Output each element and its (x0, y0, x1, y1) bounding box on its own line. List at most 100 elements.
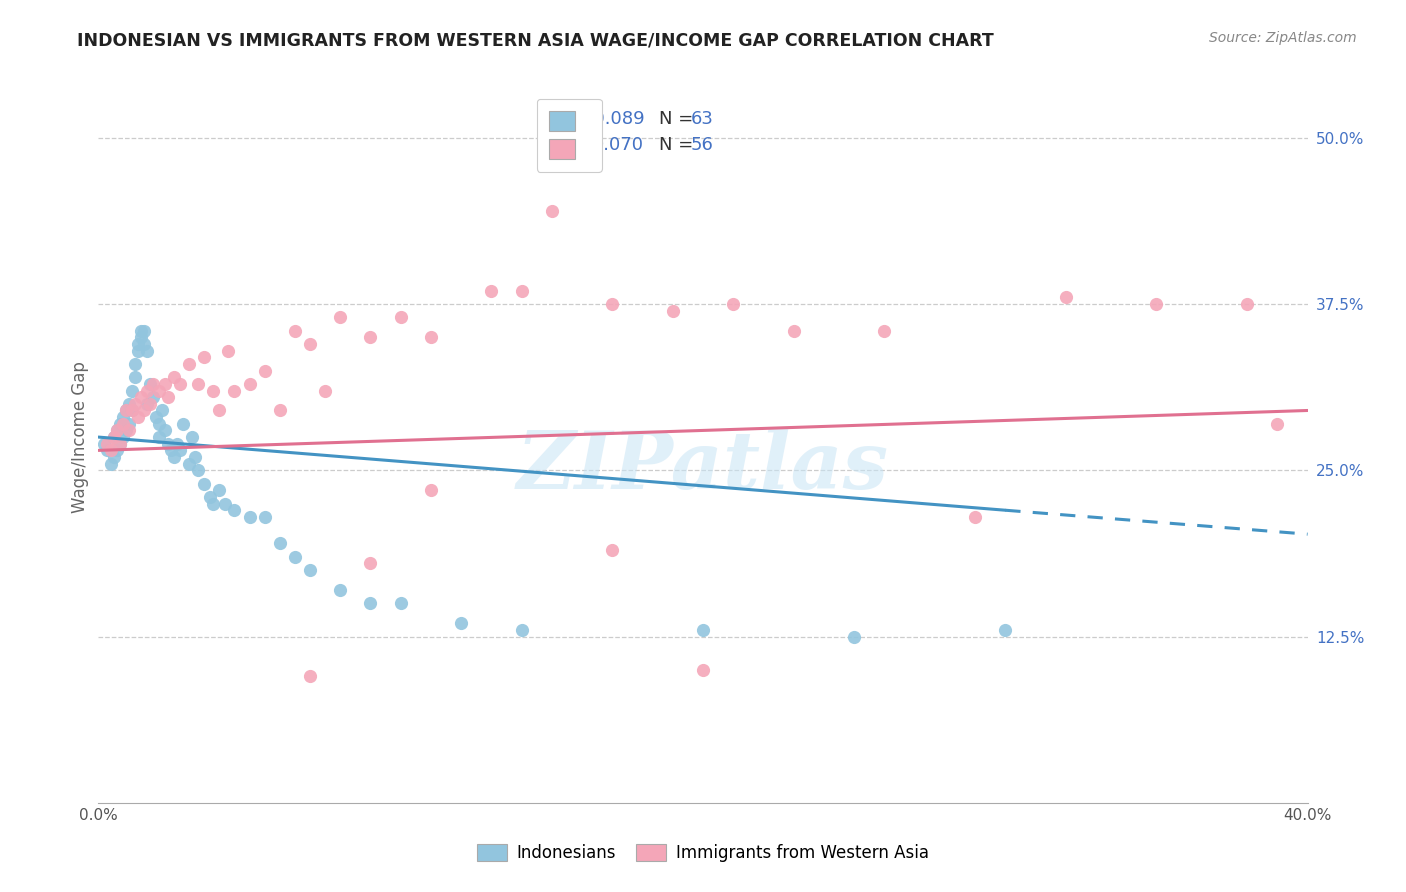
Point (284, 324, 307, 338)
Point (200, 490, 222, 504)
Point (187, 463, 209, 477)
Text: 56: 56 (690, 136, 714, 153)
Point (103, 430, 125, 444)
Point (208, 403, 231, 417)
Point (540, 204, 562, 219)
Point (127, 337, 149, 351)
Point (179, 457, 201, 471)
Point (184, 450, 207, 464)
Point (160, 443, 183, 458)
Point (118, 417, 141, 431)
Point (420, 483, 443, 498)
Point (114, 403, 136, 417)
Point (127, 410, 149, 425)
Point (360, 330, 382, 344)
Point (1267, 417, 1289, 431)
Point (108, 436, 131, 450)
Point (111, 410, 134, 425)
Point (129, 324, 152, 338)
Point (202, 384, 225, 398)
Point (179, 357, 201, 371)
Point (148, 384, 170, 398)
Legend: Indonesians, Immigrants from Western Asia: Indonesians, Immigrants from Western Asi… (468, 836, 938, 871)
Point (121, 384, 143, 398)
Point (153, 376, 176, 391)
Point (163, 370, 186, 384)
Point (148, 430, 170, 444)
Point (172, 417, 194, 431)
Point (121, 403, 143, 417)
Point (105, 424, 128, 438)
Text: -0.089: -0.089 (586, 110, 644, 128)
Point (481, 284, 503, 298)
Point (510, 284, 533, 298)
Point (329, 582, 352, 597)
Point (299, 669, 322, 683)
Point (132, 324, 155, 338)
Point (108, 436, 131, 450)
Point (139, 397, 162, 411)
Point (96, 436, 118, 450)
Point (156, 436, 179, 450)
Point (224, 503, 246, 517)
Point (692, 623, 714, 637)
Point (105, 443, 128, 458)
Point (253, 509, 276, 524)
Point (111, 417, 134, 431)
Text: 0.070: 0.070 (593, 136, 644, 153)
Point (844, 630, 866, 644)
Text: INDONESIAN VS IMMIGRANTS FROM WESTERN ASIA WAGE/INCOME GAP CORRELATION CHART: INDONESIAN VS IMMIGRANTS FROM WESTERN AS… (77, 31, 994, 49)
Y-axis label: Wage/Income Gap: Wage/Income Gap (70, 361, 89, 513)
Point (181, 430, 204, 444)
Point (118, 397, 141, 411)
Point (299, 337, 322, 351)
Point (239, 376, 262, 391)
Point (103, 430, 125, 444)
Point (602, 543, 624, 558)
Point (139, 376, 162, 391)
Point (124, 357, 146, 371)
Point (100, 457, 122, 471)
Point (105, 424, 128, 438)
Point (118, 424, 141, 438)
Point (193, 351, 215, 365)
Point (114, 424, 136, 438)
Point (783, 324, 806, 338)
Point (169, 376, 191, 391)
Point (284, 549, 307, 564)
Point (692, 663, 714, 677)
Point (145, 410, 167, 425)
Point (420, 330, 443, 344)
Point (153, 424, 176, 438)
Point (114, 403, 136, 417)
Text: Source: ZipAtlas.com: Source: ZipAtlas.com (1209, 31, 1357, 45)
Point (148, 417, 170, 431)
Point (314, 384, 336, 398)
Point (217, 343, 239, 358)
Point (135, 384, 157, 398)
Point (169, 443, 191, 458)
Point (253, 363, 276, 377)
Point (510, 623, 533, 637)
Point (329, 310, 352, 325)
Point (108, 417, 131, 431)
Point (187, 376, 209, 391)
Point (389, 596, 412, 610)
Point (1144, 297, 1167, 311)
Point (142, 376, 165, 391)
Point (100, 443, 122, 458)
Text: ZIPatlas: ZIPatlas (517, 427, 889, 505)
Text: N =: N = (659, 136, 693, 153)
Point (129, 390, 152, 404)
Point (135, 343, 157, 358)
Text: R =: R = (555, 110, 589, 128)
Point (214, 497, 236, 511)
Point (360, 557, 382, 571)
Text: 63: 63 (690, 110, 714, 128)
Point (129, 330, 152, 344)
Point (166, 436, 188, 450)
Point (239, 509, 262, 524)
Point (965, 509, 987, 524)
Point (269, 536, 291, 550)
Point (1054, 290, 1077, 304)
